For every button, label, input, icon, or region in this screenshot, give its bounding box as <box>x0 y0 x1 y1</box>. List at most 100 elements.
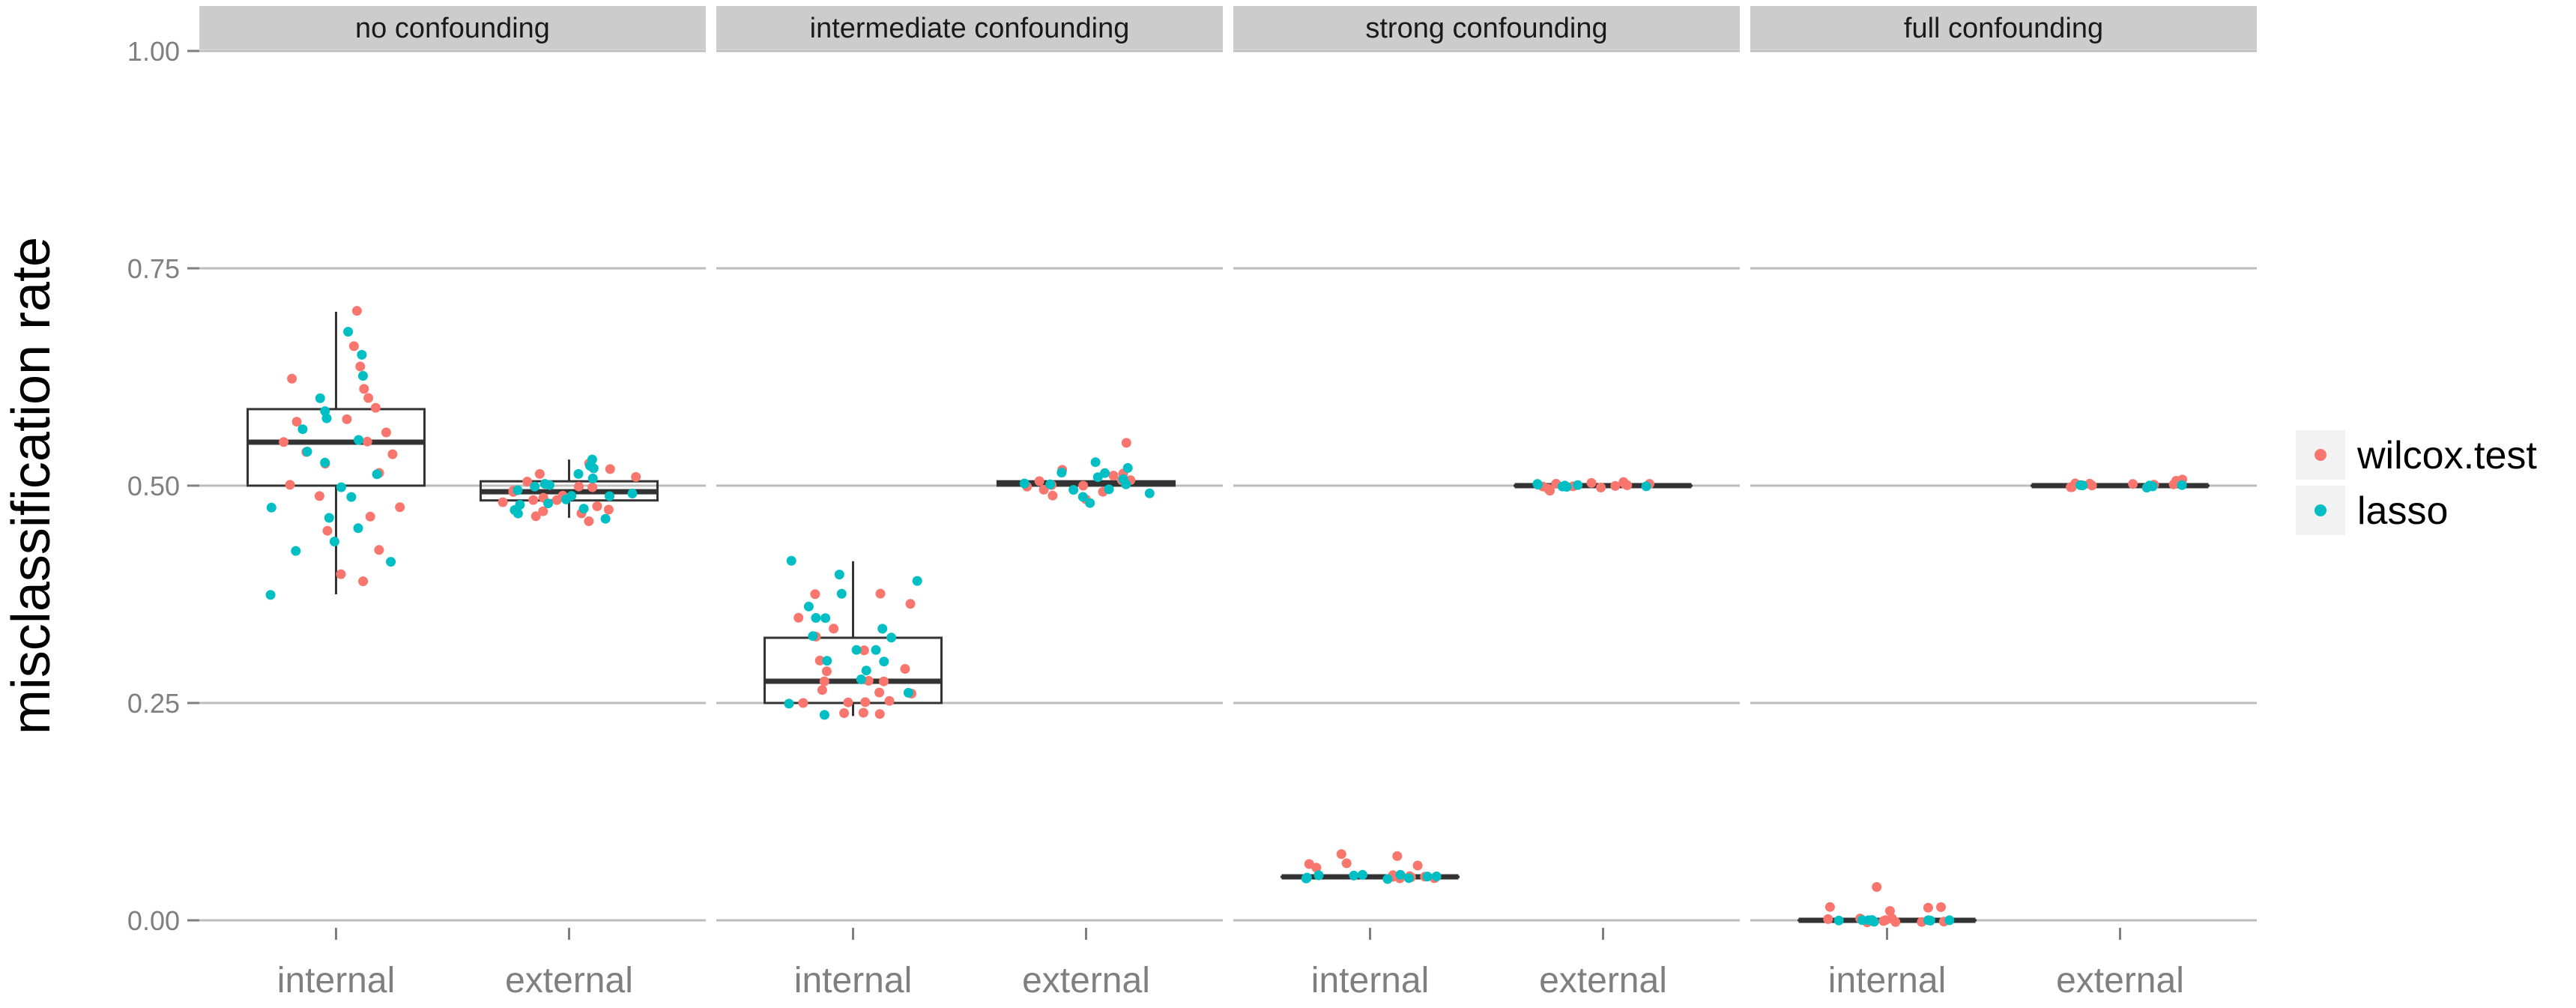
data-point <box>354 435 363 445</box>
data-point <box>589 463 599 473</box>
data-point <box>386 557 396 567</box>
data-point <box>584 516 593 526</box>
data-point <box>1825 902 1835 912</box>
facet-title: no confounding <box>355 13 550 44</box>
data-point <box>835 570 844 579</box>
data-point <box>1642 481 1651 491</box>
data-point <box>285 480 295 489</box>
data-point <box>354 523 363 533</box>
data-point <box>1878 916 1888 926</box>
data-point <box>822 656 832 666</box>
data-point <box>1944 915 1954 925</box>
data-point <box>1109 471 1119 480</box>
data-point <box>330 537 339 546</box>
data-point <box>1068 485 1078 495</box>
data-point <box>1562 482 1572 492</box>
data-point <box>852 645 862 655</box>
data-point <box>324 513 334 523</box>
data-point <box>810 589 820 599</box>
data-point <box>886 633 896 642</box>
data-point <box>588 474 598 483</box>
data-point <box>1382 874 1392 884</box>
x-tick-label: internal <box>1828 961 1946 1001</box>
data-point <box>355 362 365 372</box>
data-point <box>820 613 830 623</box>
data-point <box>2177 480 2187 490</box>
data-point <box>372 469 382 479</box>
data-point <box>374 545 384 555</box>
data-point <box>1301 874 1311 884</box>
data-point <box>808 631 817 641</box>
data-point <box>1890 917 1900 927</box>
data-point <box>279 437 288 447</box>
data-point <box>322 414 332 423</box>
data-point <box>904 688 913 698</box>
box-iqr <box>248 409 425 486</box>
data-point <box>1358 870 1367 880</box>
y-tick-label: 0.25 <box>127 688 180 719</box>
x-tick-label: internal <box>277 961 395 1001</box>
data-point <box>363 437 372 447</box>
data-point <box>1342 858 1352 868</box>
data-point <box>513 486 522 495</box>
data-point <box>900 664 910 674</box>
data-point <box>1923 903 1933 913</box>
data-point <box>366 512 375 522</box>
legend-label: lasso <box>2357 489 2448 533</box>
x-tick-label: internal <box>794 961 912 1001</box>
data-point <box>545 480 554 490</box>
data-point <box>349 341 359 351</box>
data-point <box>1857 915 1867 925</box>
data-point <box>287 374 297 384</box>
data-point <box>811 613 820 623</box>
data-point <box>574 469 584 479</box>
data-point <box>1622 480 1632 490</box>
data-point <box>874 688 884 698</box>
x-tick-label: external <box>1022 961 1150 1001</box>
y-tick-label: 0.50 <box>127 471 180 501</box>
x-tick-label: internal <box>1311 961 1429 1001</box>
data-point <box>1834 916 1844 926</box>
data-point <box>631 472 641 482</box>
data-point <box>605 492 614 501</box>
data-point <box>862 666 871 675</box>
data-point <box>843 698 853 707</box>
data-point <box>1122 438 1131 447</box>
data-point <box>1091 457 1101 467</box>
data-point <box>1045 480 1055 489</box>
data-point <box>2075 480 2085 490</box>
data-point <box>601 514 611 524</box>
data-point <box>358 371 368 381</box>
x-tick-label: external <box>505 961 633 1001</box>
data-point <box>1533 480 1543 489</box>
data-point <box>342 414 351 424</box>
data-point <box>2128 479 2138 489</box>
data-point <box>346 492 356 502</box>
data-point <box>1123 463 1133 473</box>
y-axis: 0.000.250.500.751.00 <box>127 36 199 936</box>
data-point <box>1404 873 1414 883</box>
data-point <box>1573 480 1582 490</box>
data-point <box>860 697 870 707</box>
data-point <box>1047 491 1057 501</box>
data-point <box>1314 870 1324 880</box>
data-point <box>856 674 866 684</box>
data-point <box>906 599 916 609</box>
data-point <box>787 556 796 566</box>
data-point <box>381 428 391 438</box>
data-point <box>820 677 829 686</box>
data-point <box>793 613 803 623</box>
data-point <box>266 590 276 600</box>
data-point <box>315 491 324 501</box>
data-point <box>1610 481 1620 491</box>
data-point <box>395 502 405 512</box>
data-point <box>320 458 330 468</box>
data-point <box>1078 481 1088 491</box>
data-point <box>528 495 538 505</box>
data-point <box>1020 479 1030 489</box>
